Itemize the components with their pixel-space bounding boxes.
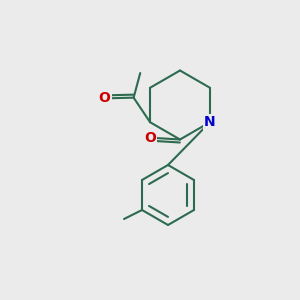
- Text: O: O: [144, 131, 156, 145]
- Text: N: N: [204, 115, 216, 129]
- Text: O: O: [98, 91, 110, 105]
